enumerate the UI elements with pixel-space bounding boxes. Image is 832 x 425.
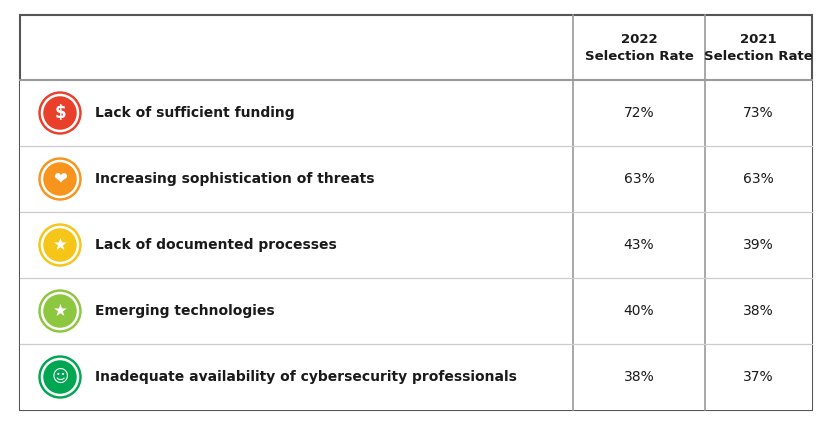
Text: 72%: 72% (624, 106, 654, 120)
Circle shape (39, 92, 81, 134)
Text: 63%: 63% (743, 172, 774, 186)
Circle shape (39, 224, 81, 266)
Text: 2022
Selection Rate: 2022 Selection Rate (585, 32, 693, 62)
Text: ❤: ❤ (53, 170, 67, 188)
Text: ☺: ☺ (52, 368, 69, 386)
Text: 43%: 43% (624, 238, 654, 252)
Text: 39%: 39% (743, 238, 774, 252)
Text: Inadequate availability of cybersecurity professionals: Inadequate availability of cybersecurity… (95, 370, 517, 384)
Circle shape (39, 290, 81, 332)
Text: Emerging technologies: Emerging technologies (95, 304, 275, 318)
Bar (20, 212, 812, 278)
Bar (20, 80, 812, 146)
Text: Lack of documented processes: Lack of documented processes (95, 238, 337, 252)
Text: $: $ (54, 104, 66, 122)
Circle shape (39, 356, 81, 398)
Bar (20, 344, 812, 410)
Text: 37%: 37% (743, 370, 774, 384)
Text: ★: ★ (52, 302, 67, 320)
Text: 63%: 63% (624, 172, 655, 186)
Text: Lack of sufficient funding: Lack of sufficient funding (95, 106, 295, 120)
Text: 2021
Selection Rate: 2021 Selection Rate (704, 32, 813, 62)
Text: 40%: 40% (624, 304, 654, 318)
Bar (20, 278, 812, 344)
Circle shape (39, 158, 81, 200)
Bar (20, 146, 812, 212)
Text: ★: ★ (52, 236, 67, 254)
Text: 73%: 73% (743, 106, 774, 120)
Text: 38%: 38% (743, 304, 774, 318)
Text: Increasing sophistication of threats: Increasing sophistication of threats (95, 172, 374, 186)
Text: 38%: 38% (624, 370, 655, 384)
